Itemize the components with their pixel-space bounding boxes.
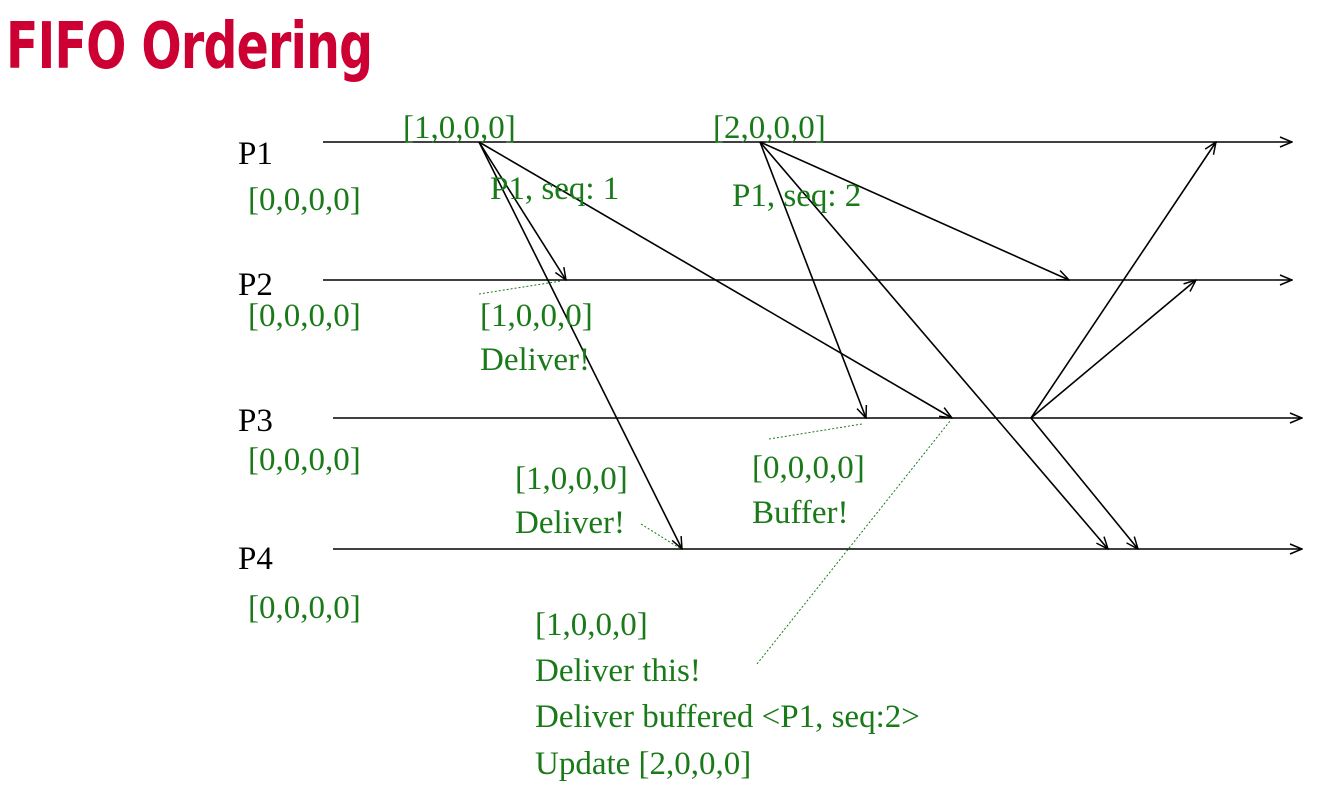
- send-vector-1: [1,0,0,0]: [403, 110, 516, 146]
- initial-vector-p4: [0,0,0,0]: [248, 590, 361, 626]
- msg-seq2-to-p2: [759, 141, 1069, 280]
- process-label-p3: P3: [238, 403, 273, 439]
- p3-deliver-line2: Deliver buffered <P1, seq:2>: [535, 699, 920, 735]
- initial-vector-p3: [0,0,0,0]: [248, 442, 361, 478]
- p3-deliver-line3: Update [2,0,0,0]: [535, 746, 751, 782]
- p2-receive-vector: [1,0,0,0]: [480, 298, 593, 334]
- msg-seq2-to-p4: [759, 141, 1108, 549]
- p3-deliver-line1: Deliver this!: [535, 653, 701, 689]
- msg-p3-to-p2: [1030, 280, 1196, 419]
- p3-deliver-vector: [1,0,0,0]: [535, 607, 648, 643]
- p4-receive-vector: [1,0,0,0]: [515, 461, 628, 497]
- message-label-seq2: P1, seq: 2: [732, 178, 861, 214]
- msg-seq1-to-p2: [478, 141, 566, 280]
- process-label-p1: P1: [238, 136, 273, 172]
- initial-vector-p2: [0,0,0,0]: [248, 298, 361, 334]
- msg-p3-to-p1: [1030, 142, 1216, 419]
- callout-leader-p3-buffer: [768, 423, 863, 440]
- msg-seq1-to-p3: [478, 141, 952, 418]
- process-label-p4: P4: [238, 541, 273, 577]
- msg-seq1-to-p4: [478, 141, 682, 549]
- p4-receive-action: Deliver!: [515, 505, 625, 541]
- p3-buffer-vector: [0,0,0,0]: [752, 450, 865, 486]
- process-label-p2: P2: [238, 267, 273, 303]
- initial-vector-p1: [0,0,0,0]: [248, 182, 361, 218]
- slide-title: FIFO Ordering: [6, 10, 373, 84]
- p2-receive-action: Deliver!: [480, 342, 590, 378]
- p3-buffer-action: Buffer!: [752, 495, 849, 531]
- send-vector-2: [2,0,0,0]: [713, 110, 826, 146]
- callout-leader-p2: [478, 280, 562, 295]
- message-label-seq1: P1, seq: 1: [490, 171, 619, 207]
- msg-seq2-to-p3: [759, 141, 866, 418]
- msg-p3-to-p4: [1030, 417, 1138, 549]
